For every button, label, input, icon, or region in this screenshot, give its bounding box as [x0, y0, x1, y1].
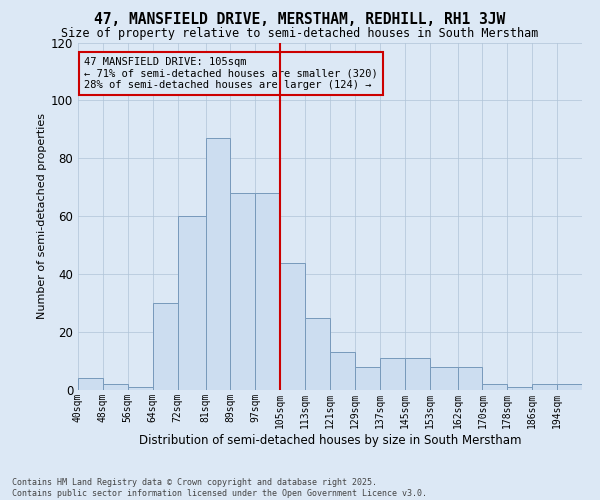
Bar — [508, 387, 532, 390]
Y-axis label: Number of semi-detached properties: Number of semi-detached properties — [37, 114, 47, 320]
Bar — [482, 384, 508, 390]
Bar — [206, 138, 230, 390]
Bar — [557, 384, 582, 390]
Bar — [380, 358, 404, 390]
Bar — [355, 367, 380, 390]
Text: 47 MANSFIELD DRIVE: 105sqm
← 71% of semi-detached houses are smaller (320)
28% o: 47 MANSFIELD DRIVE: 105sqm ← 71% of semi… — [84, 57, 378, 90]
Bar — [230, 193, 256, 390]
Bar — [128, 387, 152, 390]
Bar — [430, 367, 458, 390]
Bar — [78, 378, 103, 390]
Bar — [458, 367, 482, 390]
Bar — [305, 318, 330, 390]
Bar — [103, 384, 128, 390]
Bar — [256, 193, 280, 390]
Text: 47, MANSFIELD DRIVE, MERSTHAM, REDHILL, RH1 3JW: 47, MANSFIELD DRIVE, MERSTHAM, REDHILL, … — [94, 12, 506, 28]
X-axis label: Distribution of semi-detached houses by size in South Merstham: Distribution of semi-detached houses by … — [139, 434, 521, 446]
Bar — [532, 384, 557, 390]
Bar — [404, 358, 430, 390]
Bar — [330, 352, 355, 390]
Text: Contains HM Land Registry data © Crown copyright and database right 2025.
Contai: Contains HM Land Registry data © Crown c… — [12, 478, 427, 498]
Text: Size of property relative to semi-detached houses in South Merstham: Size of property relative to semi-detach… — [61, 28, 539, 40]
Bar — [280, 262, 305, 390]
Bar — [152, 303, 178, 390]
Bar — [178, 216, 206, 390]
